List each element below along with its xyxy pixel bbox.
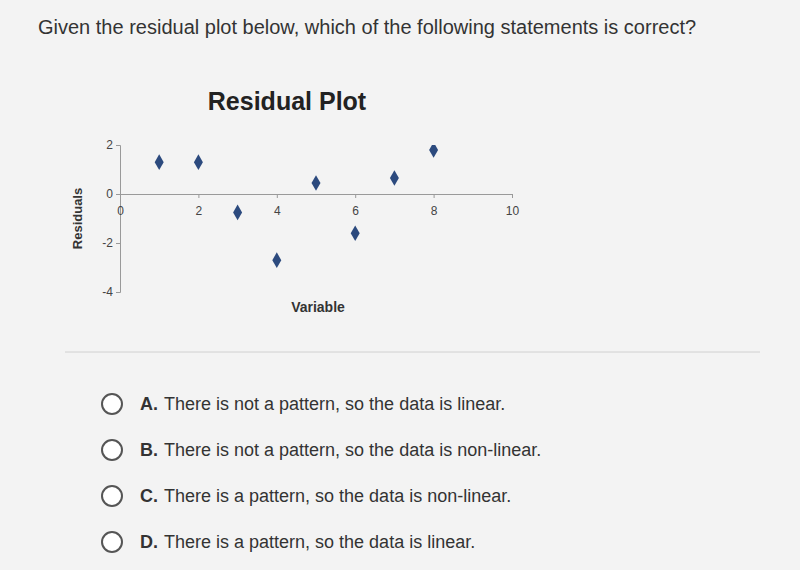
x-axis-line — [121, 195, 513, 199]
separator — [65, 352, 760, 353]
option-letter[interactable]: A. — [140, 394, 158, 414]
points — [155, 145, 438, 268]
option-label[interactable]: There is not a pattern, so the data is l… — [164, 394, 505, 414]
option-letter[interactable]: D. — [140, 532, 158, 552]
page: Given the residual plot below, which of … — [0, 0, 800, 570]
x-axis: 0 2 4 6 8 10 — [117, 194, 519, 218]
x-tick-mark — [355, 194, 356, 198]
option[interactable]: C. There is a pattern, so the data is non… — [102, 486, 511, 506]
radio-button[interactable] — [102, 486, 122, 506]
y-tick-label: -4 — [102, 285, 113, 299]
option[interactable]: B. There is not a pattern, so the data is… — [102, 440, 541, 460]
x-tick-label: 6 — [352, 204, 359, 218]
chart-title: Residual Plot — [208, 87, 367, 115]
y-tick: 2 — [106, 138, 120, 152]
x-tick-label: 2 — [196, 204, 203, 218]
x-tick-mark — [198, 194, 199, 198]
point — [155, 154, 164, 170]
point — [272, 252, 281, 268]
point — [429, 145, 438, 158]
x-tick: 10 — [506, 194, 520, 218]
option-label[interactable]: There is not a pattern, so the data is n… — [164, 440, 541, 460]
option-label[interactable]: There is a pattern, so the data is linea… — [164, 532, 475, 552]
question: Given the residual plot below, which of … — [38, 16, 696, 38]
point — [312, 175, 321, 191]
radio-button[interactable] — [102, 440, 122, 460]
y-tick-mark — [116, 243, 120, 244]
y-tick-label: 2 — [106, 138, 113, 152]
option-text[interactable]: C. There is a pattern, so the data is non… — [140, 486, 511, 506]
x-tick: 2 — [196, 194, 203, 218]
option-text[interactable]: D. There is a pattern, so the data is lin… — [140, 532, 475, 552]
x-tick-label: 4 — [274, 204, 281, 218]
y-tick: -4 — [102, 285, 120, 299]
x-tick-label: 8 — [431, 204, 438, 218]
option-letter[interactable]: B. — [140, 440, 158, 460]
point — [233, 205, 242, 221]
y-tick: 0 — [106, 187, 120, 201]
x-tick-mark — [434, 194, 435, 198]
y-tick-label: 0 — [106, 187, 113, 201]
x-tick-mark — [512, 194, 513, 198]
radio-button[interactable] — [102, 532, 122, 552]
x-tick-mark — [120, 194, 121, 198]
radio-button[interactable] — [102, 394, 122, 414]
point — [390, 170, 399, 186]
y-axis: -4 -2 0 2 — [102, 138, 120, 299]
option-label[interactable]: There is a pattern, so the data is non-l… — [164, 486, 511, 506]
y-tick: -2 — [102, 236, 120, 250]
y-tick-mark — [116, 194, 120, 195]
x-axis-title: Variable — [291, 299, 345, 315]
x-tick-mark — [277, 194, 278, 198]
x-tick: 8 — [431, 194, 438, 218]
option-text[interactable]: B. There is not a pattern, so the data is… — [140, 440, 541, 460]
x-tick: 6 — [352, 194, 359, 218]
y-tick-mark — [116, 145, 120, 146]
x-tick: 4 — [274, 194, 281, 218]
y-axis-title: Residuals — [70, 188, 85, 249]
x-tick: 0 — [117, 194, 124, 218]
option-text[interactable]: A. There is not a pattern, so the data is… — [140, 394, 505, 414]
x-tick-label: 0 — [117, 204, 124, 218]
point — [351, 225, 360, 241]
y-tick-label: -2 — [102, 236, 113, 250]
option[interactable]: A. There is not a pattern, so the data is… — [102, 394, 505, 414]
y-axis-line — [116, 146, 121, 293]
option[interactable]: D. There is a pattern, so the data is lin… — [102, 532, 475, 552]
y-tick-mark — [116, 292, 120, 293]
x-tick-label: 10 — [506, 204, 520, 218]
option-letter[interactable]: C. — [140, 486, 158, 506]
point — [194, 154, 203, 170]
